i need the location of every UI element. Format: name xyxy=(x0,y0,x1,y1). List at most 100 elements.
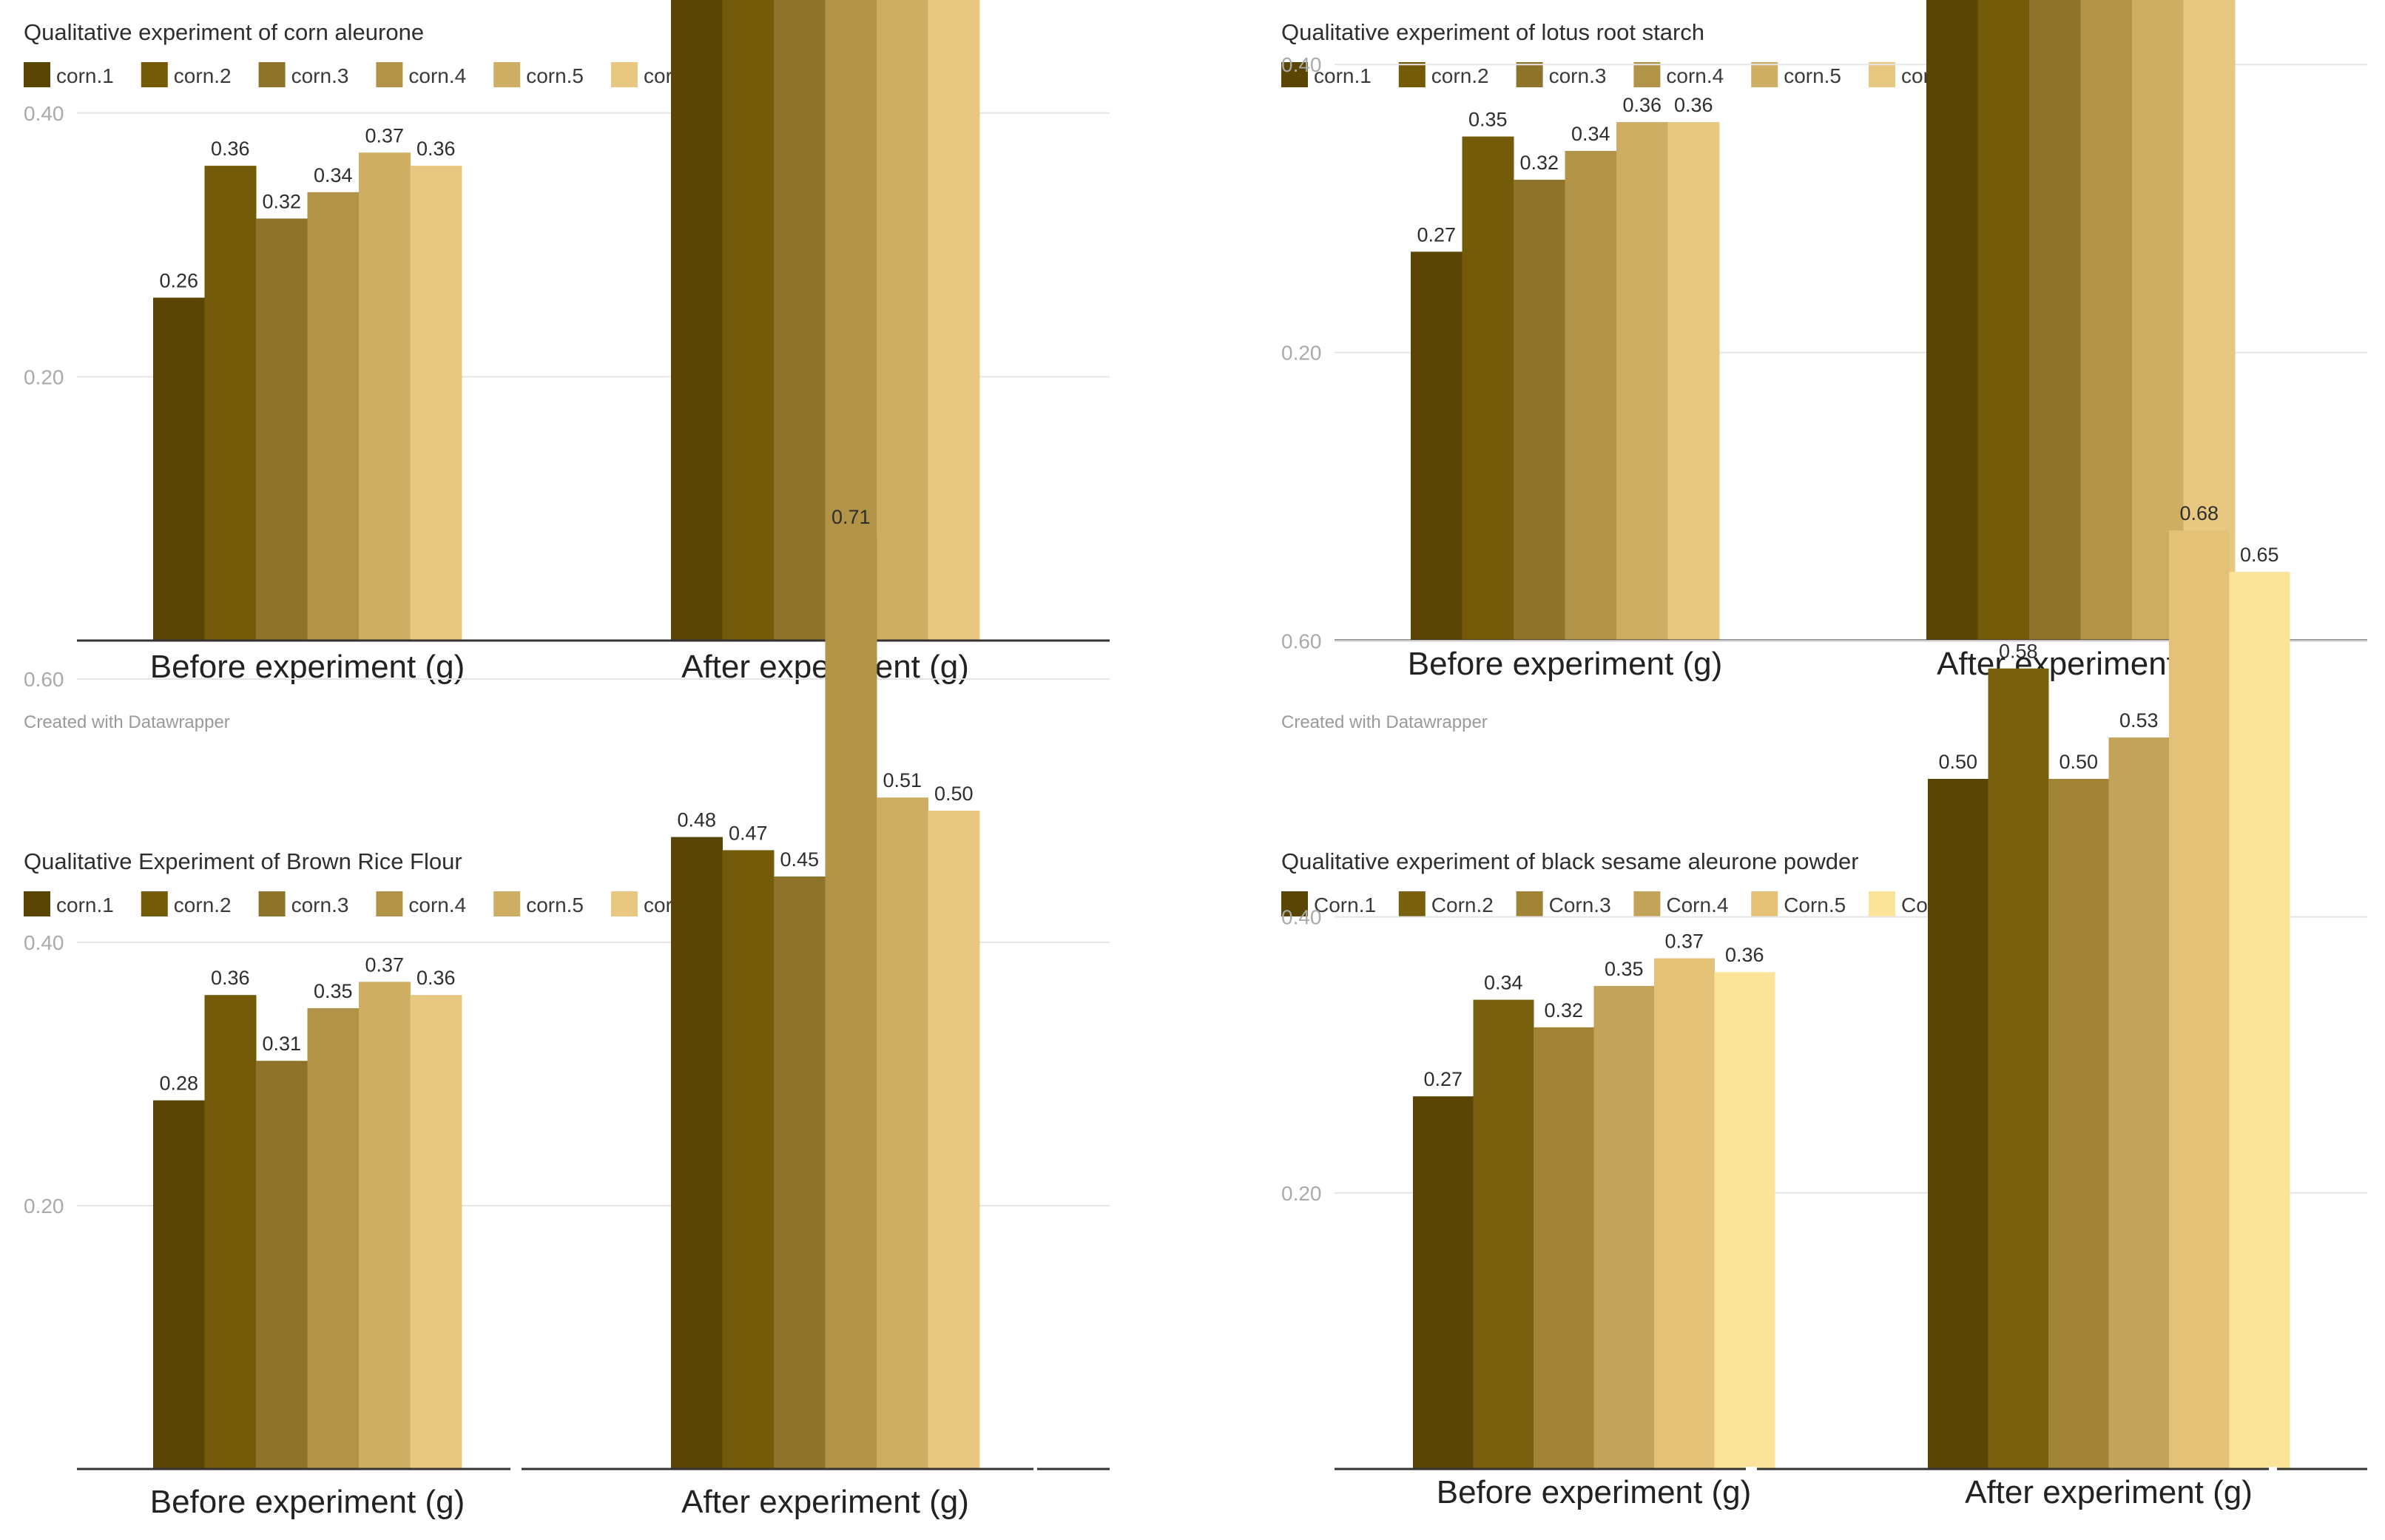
data-label: 0.27 xyxy=(1423,1068,1463,1090)
axis-gap xyxy=(2269,1467,2277,1471)
data-label: 0.48 xyxy=(677,809,716,831)
bar xyxy=(1977,0,2030,641)
legend-swatch xyxy=(1633,891,1661,916)
legend-label: corn.2 xyxy=(174,894,232,916)
data-label: 0.50 xyxy=(2059,751,2098,773)
chart-title: Qualitative experiment of corn aleurone xyxy=(24,19,424,45)
data-label: 0.71 xyxy=(831,506,871,528)
data-label: 0.36 xyxy=(211,138,250,160)
legend-swatch xyxy=(258,62,286,87)
legend-swatch xyxy=(1751,891,1778,916)
legend-label: corn.5 xyxy=(526,64,584,87)
legend-swatch xyxy=(611,891,638,916)
data-label: 0.68 xyxy=(2179,502,2219,524)
bar xyxy=(722,0,775,641)
bar xyxy=(359,982,411,1469)
bar xyxy=(1593,985,1655,1469)
chart-panel: Qualitative experiment of lotus root sta… xyxy=(1281,0,2367,732)
legend-label: corn.1 xyxy=(56,64,114,87)
legend-label: corn.3 xyxy=(291,64,349,87)
bar xyxy=(928,811,980,1469)
legend-swatch xyxy=(1398,62,1426,87)
legend-label: corn.4 xyxy=(1666,64,1724,87)
chart-title: Qualitative experiment of lotus root sta… xyxy=(1281,19,1704,45)
bar xyxy=(2169,530,2230,1469)
legend-swatch xyxy=(1398,891,1426,916)
data-label: 0.36 xyxy=(416,138,456,160)
legend-label: Corn.5 xyxy=(1784,894,1846,916)
data-label: 0.65 xyxy=(2240,544,2279,566)
chart-panel: Qualitative experiment of corn aleurone c… xyxy=(24,0,1110,732)
bar xyxy=(1616,122,1668,641)
bar xyxy=(410,166,462,641)
data-label: 0.36 xyxy=(1622,94,1662,116)
data-label: 0.58 xyxy=(1999,641,2038,663)
chart-panel: Qualitative experiment of black sesame a… xyxy=(1281,502,2367,1510)
data-label: 0.36 xyxy=(1725,944,1764,966)
legend-label: Corn.4 xyxy=(1666,894,1728,916)
bar xyxy=(410,995,462,1469)
legend-label: Corn.3 xyxy=(1549,894,1611,916)
legend-swatch xyxy=(611,62,638,87)
y-tick-label: 0.40 xyxy=(1281,53,1322,76)
bar xyxy=(2029,0,2081,641)
data-label: 0.35 xyxy=(1605,958,1644,980)
y-tick-label: 0.40 xyxy=(1281,906,1322,929)
legend-swatch xyxy=(1869,891,1895,916)
legend-swatch xyxy=(376,891,403,916)
legend-label: Corn.2 xyxy=(1431,894,1494,916)
bar xyxy=(2048,779,2109,1469)
bar xyxy=(1411,251,1463,641)
category-label: Before experiment (g) xyxy=(1408,646,1723,682)
data-label: 0.37 xyxy=(365,953,404,976)
credit-note: Created with Datawrapper xyxy=(1281,712,1488,732)
data-label: 0.34 xyxy=(1571,123,1610,145)
data-label: 0.26 xyxy=(159,269,198,291)
axis-gap xyxy=(510,1467,522,1471)
legend-label: corn.3 xyxy=(291,894,349,916)
legend-label: corn.2 xyxy=(174,64,232,87)
bar xyxy=(1413,1096,1474,1469)
data-label: 0.37 xyxy=(365,124,404,146)
bar xyxy=(671,0,723,641)
legend-label: corn.2 xyxy=(1431,64,1489,87)
bar xyxy=(1462,136,1514,641)
data-label: 0.45 xyxy=(780,848,819,871)
data-label: 0.50 xyxy=(934,783,974,805)
bar xyxy=(256,1061,308,1469)
bar xyxy=(2229,572,2290,1469)
category-label: After experiment (g) xyxy=(1965,1474,2253,1510)
bar xyxy=(307,1008,360,1469)
legend-label: corn.1 xyxy=(56,894,114,916)
legend-label: corn.1 xyxy=(1314,64,1372,87)
legend-label: corn.4 xyxy=(408,894,466,916)
legend-swatch xyxy=(1751,62,1778,87)
category-label: Before experiment (g) xyxy=(1437,1474,1752,1510)
y-tick-label: 0.40 xyxy=(24,931,64,954)
bar xyxy=(1926,0,1978,641)
bar xyxy=(1988,668,2049,1469)
data-label: 0.37 xyxy=(1664,931,1704,953)
legend-swatch xyxy=(141,62,168,87)
legend-label: corn.5 xyxy=(526,894,584,916)
y-tick-label: 0.20 xyxy=(1281,1182,1322,1205)
legend-swatch xyxy=(24,891,50,916)
legend-swatch xyxy=(376,62,403,87)
axis-gap xyxy=(1746,1467,1757,1471)
bar xyxy=(153,297,205,641)
bar xyxy=(928,0,980,641)
bar xyxy=(256,218,308,641)
data-label: 0.27 xyxy=(1417,223,1456,246)
bar xyxy=(1654,958,1715,1469)
bar xyxy=(1714,972,1775,1469)
data-label: 0.35 xyxy=(1468,109,1508,131)
bar xyxy=(153,1100,205,1469)
data-label: 0.35 xyxy=(314,980,353,1002)
legend-swatch xyxy=(24,62,50,87)
data-label: 0.32 xyxy=(1544,999,1583,1021)
legend-label: corn.3 xyxy=(1549,64,1607,87)
legend-swatch xyxy=(1516,891,1543,916)
